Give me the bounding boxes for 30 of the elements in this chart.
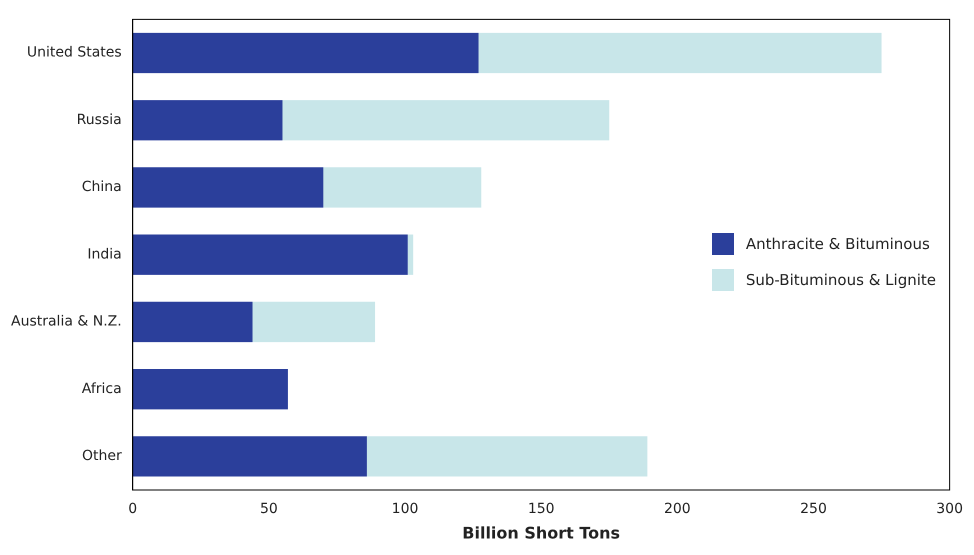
bar xyxy=(132,100,282,140)
x-axis-title: Billion Short Tons xyxy=(462,524,620,543)
bar xyxy=(132,368,288,410)
bar xyxy=(478,32,882,74)
x-tick-label: 250 xyxy=(800,501,827,518)
bar xyxy=(132,32,479,74)
y-tick-label: Australia & N.Z. xyxy=(10,314,122,330)
legend-label: Anthracite & Bituminous xyxy=(746,235,930,253)
bar xyxy=(132,234,408,275)
y-tick-label: Africa xyxy=(82,380,122,397)
y-tick-label: United States xyxy=(26,44,122,61)
x-tick-label: 50 xyxy=(260,501,278,518)
bar xyxy=(408,234,414,275)
x-tick-label: 300 xyxy=(936,501,964,518)
bar xyxy=(252,302,376,342)
bar xyxy=(132,436,367,477)
x-tick-label: 100 xyxy=(392,501,418,518)
y-tick-label: Other xyxy=(82,448,122,464)
y-tick-label: India xyxy=(87,246,122,262)
x-tick-label: 150 xyxy=(528,501,555,518)
x-tick-label: 200 xyxy=(664,501,691,518)
x-tick-label: 0 xyxy=(128,501,138,518)
bar xyxy=(132,167,324,208)
bar xyxy=(132,302,253,342)
legend-label: Sub-Bituminous & Lignite xyxy=(746,271,936,289)
bar xyxy=(282,100,610,140)
bar xyxy=(323,167,482,208)
bar xyxy=(366,436,648,477)
y-tick-label: China xyxy=(82,179,122,196)
y-tick-label: Russia xyxy=(76,112,122,128)
